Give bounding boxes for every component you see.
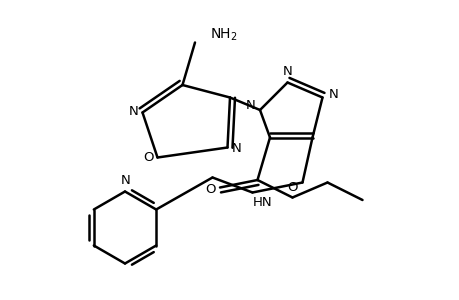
Text: O: O xyxy=(286,181,297,194)
Text: N: N xyxy=(246,100,255,112)
Text: N: N xyxy=(231,142,241,155)
Text: O: O xyxy=(143,151,153,164)
Text: NH$_2$: NH$_2$ xyxy=(210,27,237,43)
Text: N: N xyxy=(282,65,292,78)
Text: N: N xyxy=(328,88,338,101)
Text: N: N xyxy=(129,105,138,118)
Text: N: N xyxy=(121,174,131,187)
Text: O: O xyxy=(205,184,216,196)
Text: HN: HN xyxy=(252,196,272,209)
